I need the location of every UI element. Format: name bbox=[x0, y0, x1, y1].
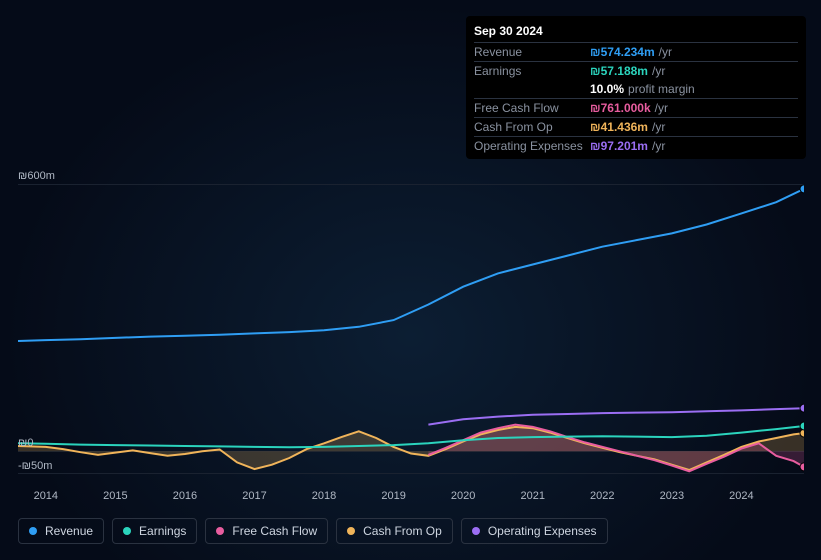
x-tick-label: 2021 bbox=[520, 490, 544, 502]
legend-label: Earnings bbox=[139, 524, 186, 538]
tooltip-row-revenue: Revenue ₪574.234m /yr bbox=[474, 42, 798, 61]
tooltip-unit: /yr bbox=[652, 139, 665, 153]
x-axis: 2014 2015 2016 2017 2018 2019 2020 2021 2022 2023… bbox=[18, 490, 804, 506]
legend-swatch bbox=[347, 527, 355, 535]
x-tick-label: 2020 bbox=[451, 490, 475, 502]
legend-item-operating-expenses[interactable]: Operating Expenses bbox=[461, 518, 608, 544]
tooltip-margin-label: profit margin bbox=[628, 82, 695, 96]
tooltip-label: Cash From Op bbox=[474, 120, 590, 134]
tooltip-unit: /yr bbox=[659, 45, 672, 59]
legend-item-free-cash-flow[interactable]: Free Cash Flow bbox=[205, 518, 328, 544]
legend-item-revenue[interactable]: Revenue bbox=[18, 518, 104, 544]
tooltip-unit: /yr bbox=[652, 64, 665, 78]
chart-svg[interactable] bbox=[18, 180, 804, 478]
x-tick-label: 2022 bbox=[590, 490, 614, 502]
legend-swatch bbox=[216, 527, 224, 535]
tooltip-row-earnings: Earnings ₪57.188m /yr bbox=[474, 61, 798, 80]
legend-label: Cash From Op bbox=[363, 524, 442, 538]
tooltip-value: ₪761.000k bbox=[590, 101, 651, 115]
legend-label: Operating Expenses bbox=[488, 524, 597, 538]
x-tick-label: 2017 bbox=[242, 490, 266, 502]
legend-item-earnings[interactable]: Earnings bbox=[112, 518, 197, 544]
tooltip-label: Operating Expenses bbox=[474, 139, 590, 153]
legend-swatch bbox=[472, 527, 480, 535]
chart-tooltip: Sep 30 2024 Revenue ₪574.234m /yr Earnin… bbox=[466, 16, 806, 159]
tooltip-date: Sep 30 2024 bbox=[474, 22, 798, 42]
tooltip-row-cfo: Cash From Op ₪41.436m /yr bbox=[474, 117, 798, 136]
tooltip-row-opex: Operating Expenses ₪97.201m /yr bbox=[474, 136, 798, 155]
x-tick-label: 2016 bbox=[173, 490, 197, 502]
x-tick-label: 2024 bbox=[729, 490, 753, 502]
tooltip-label: Revenue bbox=[474, 45, 590, 59]
x-tick-label: 2023 bbox=[660, 490, 684, 502]
legend-label: Free Cash Flow bbox=[232, 524, 317, 538]
legend: Revenue Earnings Free Cash Flow Cash From O… bbox=[18, 518, 608, 544]
tooltip-value: ₪97.201m bbox=[590, 139, 648, 153]
x-tick-label: 2015 bbox=[103, 490, 127, 502]
tooltip-value: ₪574.234m bbox=[590, 45, 655, 59]
tooltip-label: Free Cash Flow bbox=[474, 101, 590, 115]
chart-area: ₪600m₪0-₪50m bbox=[18, 160, 804, 480]
legend-label: Revenue bbox=[45, 524, 93, 538]
x-tick-label: 2018 bbox=[312, 490, 336, 502]
tooltip-row-margin: 10.0% profit margin bbox=[474, 80, 798, 98]
legend-swatch bbox=[123, 527, 131, 535]
tooltip-value: ₪41.436m bbox=[590, 120, 648, 134]
tooltip-row-fcf: Free Cash Flow ₪761.000k /yr bbox=[474, 98, 798, 117]
legend-item-cash-from-op[interactable]: Cash From Op bbox=[336, 518, 453, 544]
tooltip-unit: /yr bbox=[655, 101, 668, 115]
legend-swatch bbox=[29, 527, 37, 535]
x-tick-label: 2014 bbox=[34, 490, 58, 502]
x-tick-label: 2019 bbox=[381, 490, 405, 502]
tooltip-label: Earnings bbox=[474, 64, 590, 78]
tooltip-value: ₪57.188m bbox=[590, 64, 648, 78]
tooltip-margin-value: 10.0% bbox=[590, 82, 624, 96]
tooltip-unit: /yr bbox=[652, 120, 665, 134]
